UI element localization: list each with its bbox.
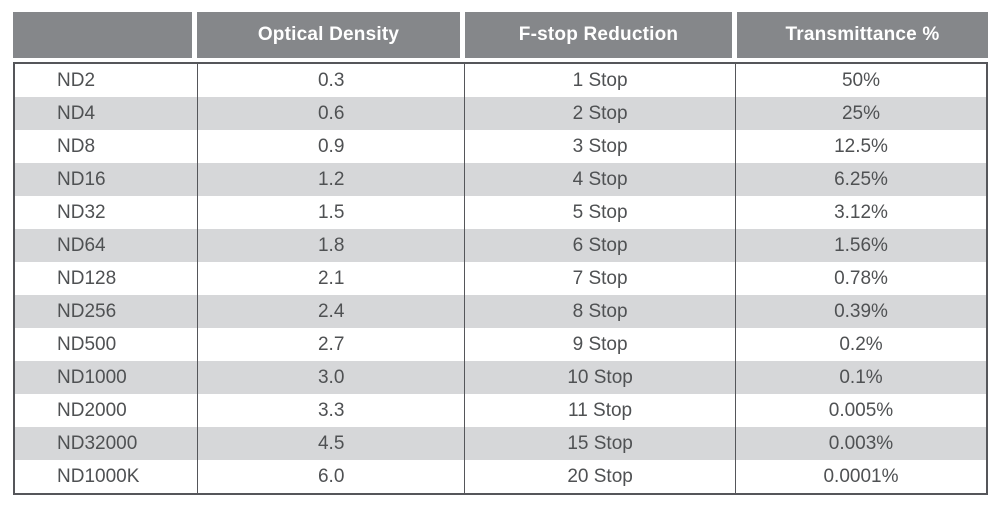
transmittance-cell: 3.12% (834, 201, 888, 223)
transmittance-cell: 0.0001% (823, 465, 899, 487)
table-row: ND128 2.1 7 Stop 0.78% (15, 262, 986, 295)
filter-name-cell: ND4 (15, 97, 199, 130)
table-row: ND1000 3.0 10 Stop 0.1% (15, 361, 986, 394)
table-row: ND256 2.4 8 Stop 0.39% (15, 295, 986, 328)
filter-name-cell: ND32 (15, 196, 199, 229)
optical-density-cell: 2.7 (198, 328, 466, 361)
table-row: ND8 0.9 3 Stop 12.5% (15, 130, 986, 163)
optical-density-cell: 1.2 (198, 163, 466, 196)
transmittance-cell: 1.56% (834, 234, 888, 256)
table-header-row: Optical Density F-stop Reduction Transmi… (13, 12, 988, 58)
fstop-reduction-cell: 5 Stop (465, 196, 737, 229)
fstop-reduction-cell: 1 Stop (465, 64, 737, 97)
fstop-reduction-cell: 10 Stop (465, 361, 737, 394)
nd-filter-table: Optical Density F-stop Reduction Transmi… (13, 12, 988, 495)
column-header-optical-density: Optical Density (197, 12, 465, 58)
fstop-reduction-cell: 11 Stop (465, 394, 737, 427)
optical-density-cell: 2.4 (198, 295, 466, 328)
transmittance-cell: 0.1% (839, 366, 883, 388)
filter-name-cell: ND32000 (15, 427, 199, 460)
fstop-reduction-cell: 6 Stop (465, 229, 737, 262)
optical-density-cell: 6.0 (198, 460, 466, 493)
column-header-fstop-reduction: F-stop Reduction (465, 12, 737, 58)
filter-name-cell: ND2000 (15, 394, 199, 427)
column-header-filter-name (13, 12, 197, 58)
optical-density-cell: 1.5 (198, 196, 466, 229)
filter-name-cell: ND128 (15, 262, 199, 295)
optical-density-cell: 3.0 (198, 361, 466, 394)
table-row: ND1000K 6.0 20 Stop 0.0001% (15, 460, 986, 493)
table-row: ND64 1.8 6 Stop 1.56% (15, 229, 986, 262)
filter-name-cell: ND500 (15, 328, 199, 361)
filter-name-cell: ND2 (15, 64, 199, 97)
optical-density-cell: 0.6 (198, 97, 466, 130)
fstop-reduction-cell: 2 Stop (465, 97, 737, 130)
column-header-transmittance: Transmittance % (737, 12, 988, 58)
filter-name-cell: ND16 (15, 163, 199, 196)
optical-density-cell: 1.8 (198, 229, 466, 262)
filter-name-cell: ND256 (15, 295, 199, 328)
fstop-reduction-cell: 7 Stop (465, 262, 737, 295)
optical-density-cell: 3.3 (198, 394, 466, 427)
fstop-reduction-cell: 8 Stop (465, 295, 737, 328)
transmittance-cell: 25% (841, 102, 881, 124)
transmittance-cell: 0.005% (828, 399, 894, 421)
fstop-reduction-cell: 9 Stop (465, 328, 737, 361)
table-row: ND500 2.7 9 Stop 0.2% (15, 328, 986, 361)
filter-name-cell: ND64 (15, 229, 199, 262)
transmittance-cell: 12.5% (834, 135, 888, 157)
fstop-reduction-cell: 4 Stop (465, 163, 737, 196)
fstop-reduction-cell: 20 Stop (465, 460, 737, 493)
table-row: ND2 0.3 1 Stop 50% (15, 64, 986, 97)
table-row: ND16 1.2 4 Stop 6.25% (15, 163, 986, 196)
table-row: ND2000 3.3 11 Stop 0.005% (15, 394, 986, 427)
optical-density-cell: 0.3 (198, 64, 466, 97)
table-row: ND4 0.6 2 Stop 25% (15, 97, 986, 130)
transmittance-cell: 0.39% (834, 300, 888, 322)
fstop-reduction-cell: 15 Stop (465, 427, 737, 460)
filter-name-cell: ND8 (15, 130, 199, 163)
table-row: ND32000 4.5 15 Stop 0.003% (15, 427, 986, 460)
fstop-reduction-cell: 3 Stop (465, 130, 737, 163)
optical-density-cell: 2.1 (198, 262, 466, 295)
transmittance-cell: 6.25% (834, 168, 888, 190)
table-row: ND32 1.5 5 Stop 3.12% (15, 196, 986, 229)
transmittance-cell: 0.003% (828, 432, 894, 454)
transmittance-cell: 0.78% (834, 267, 888, 289)
optical-density-cell: 0.9 (198, 130, 466, 163)
filter-name-cell: ND1000 (15, 361, 199, 394)
transmittance-cell: 0.2% (839, 333, 883, 355)
filter-name-cell: ND1000K (15, 460, 199, 493)
table-body: ND2 0.3 1 Stop 50% ND4 0.6 2 Stop 25% ND8 0.9 3 St… (13, 62, 988, 495)
optical-density-cell: 4.5 (198, 427, 466, 460)
transmittance-cell: 50% (841, 69, 881, 91)
